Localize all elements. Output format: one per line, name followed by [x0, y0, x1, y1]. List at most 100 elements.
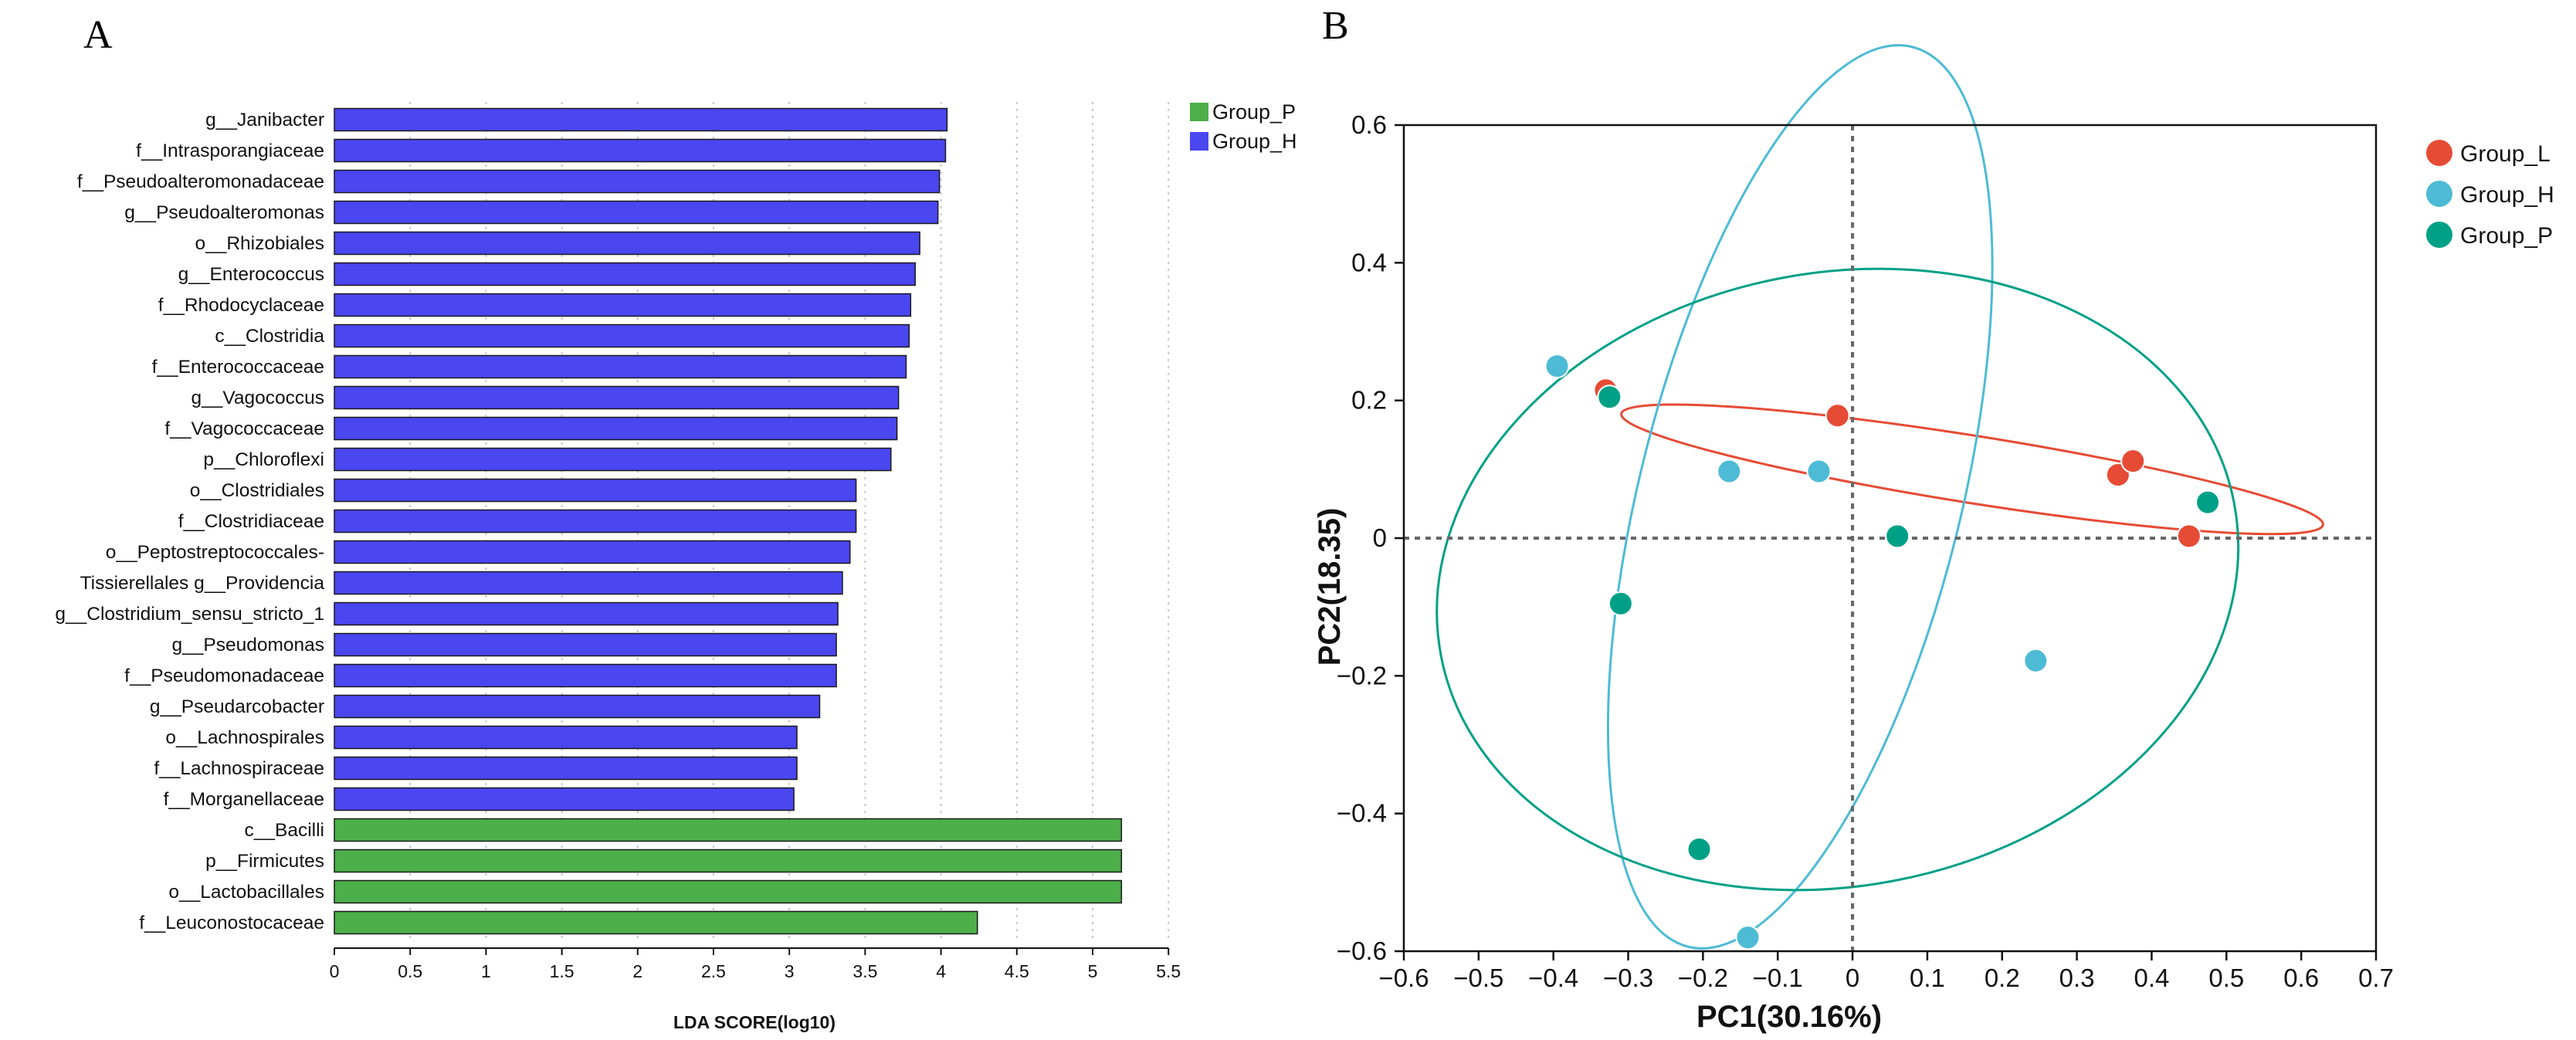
pca-point-group-l — [2176, 523, 2201, 549]
lefse-x-tick-label: 2.5 — [701, 961, 726, 981]
pca-point-group-h — [1717, 459, 1742, 484]
lefse-category-label: f__Rhodocyclaceae — [158, 295, 324, 316]
lefse-x-tick-label: 0 — [330, 961, 340, 981]
lefse-x-tick-label: 4 — [936, 961, 946, 981]
pca-reference-lines — [1404, 125, 2376, 951]
lefse-category-label: f__Clostridiaceae — [178, 511, 324, 532]
pca-legend[interactable]: Group_L Group_H Group_P — [2426, 140, 2554, 249]
pca-ellipses — [1435, 44, 2324, 950]
lefse-category-label: g__Clostridium_sensu_stricto_1 — [55, 604, 324, 625]
lefse-bar — [334, 169, 941, 194]
lefse-bar — [334, 849, 1123, 873]
pca-point-group-p — [1885, 523, 1910, 549]
pca-x-tick-label: 0.7 — [2358, 964, 2394, 992]
lefse-bar — [334, 540, 851, 564]
lefse-bar — [334, 632, 837, 657]
pca-x-axis-title: PC1(30.16%) — [1696, 1000, 1882, 1034]
lefse-x-tick-label: 5.5 — [1156, 961, 1181, 981]
lefse-bar — [334, 601, 839, 626]
lefse-category-label: f__Enterococcaceae — [152, 357, 324, 378]
lefse-category-label: g__Pseudomonas — [171, 635, 324, 656]
pca-y-tick-label: −0.6 — [1337, 937, 1387, 965]
pca-legend-marker — [2426, 181, 2452, 207]
pca-legend-marker — [2426, 222, 2452, 248]
lefse-x-tick-label: 3 — [785, 961, 795, 981]
lefse-category-label: f__Vagococcaceae — [164, 418, 324, 439]
lefse-bar — [334, 910, 978, 935]
pca-x-tick-label: −0.6 — [1378, 964, 1429, 992]
lefse-x-tick-label: 1.5 — [550, 961, 575, 981]
lefse-category-label: g__Janibacter — [205, 110, 324, 130]
pca-x-tick-label: −0.5 — [1453, 964, 1503, 992]
lefse-category-label: p__Chloroflexi — [203, 449, 324, 470]
lefse-legend-swatch — [1190, 103, 1208, 121]
lefse-category-label: g__Pseudoalteromonas — [124, 202, 324, 223]
lefse-category-label: f__Leuconostocaceae — [139, 913, 324, 933]
panel-b-letter: B — [1322, 4, 1349, 48]
pca-point-group-p — [1597, 384, 1622, 410]
pca-x-tick-label: −0.3 — [1603, 964, 1653, 992]
lefse-bar — [334, 725, 798, 750]
lefse-x-tick-label: 1 — [481, 961, 491, 981]
pca-x-tick-label: 0.5 — [2208, 964, 2244, 992]
lefse-category-label: o__Lactobacillales — [168, 882, 324, 903]
pca-legend-label: Group_L — [2460, 141, 2551, 167]
lefse-category-label: c__Bacilli — [245, 820, 325, 841]
pca-y-axis-title: PC2(18.35) — [1313, 508, 1347, 666]
lefse-x-axis-title: LDA SCORE(log10) — [673, 1012, 836, 1032]
pca-y-tick-label: −0.4 — [1337, 799, 1387, 828]
pca-point-group-p — [2195, 490, 2221, 515]
lefse-x-tick-label: 3.5 — [852, 961, 877, 981]
lefse-category-label: o__Clostridiales — [190, 480, 324, 501]
pca-y-tick-label: 0.4 — [1351, 248, 1387, 276]
lefse-category-label: f__Lachnospiraceae — [154, 758, 324, 779]
pca-x-tick-label: 0.3 — [2059, 964, 2095, 992]
lefse-x-tick-label: 4.5 — [1005, 961, 1029, 981]
pca-axes: −0.6 −0.5 −0.4 −0.3 −0.2 −0.1 0 0.1 0.2 0.3 0.4 0.5… — [1337, 110, 2394, 992]
lefse-bar — [334, 231, 920, 256]
lefse-bar — [334, 787, 795, 811]
lefse-x-tick-label: 0.5 — [398, 961, 422, 981]
pca-point-group-l — [1825, 403, 1850, 429]
lefse-category-label: c__Clostridia — [215, 326, 324, 347]
pca-point-group-h — [1806, 459, 1832, 484]
pca-point-group-h — [2023, 648, 2049, 673]
lefse-x-axis: 0 0.5 1 1.5 2 2.5 3 3.5 4 4.5 5 5.5 — [330, 947, 1181, 981]
lefse-bar — [334, 324, 910, 348]
pca-legend-label: Group_P — [2460, 223, 2553, 249]
pca-point-group-l — [2120, 449, 2146, 474]
lefse-bar — [334, 756, 798, 781]
lefse-category-label: f__Morganellaceae — [164, 789, 324, 810]
lefse-x-tick-label: 5 — [1088, 961, 1098, 981]
lefse-bar — [334, 694, 821, 719]
pca-points — [1544, 354, 2221, 950]
pca-ellipse-group-p — [1435, 267, 2240, 892]
lefse-category-label: p__Firmicutes — [205, 851, 324, 872]
lefse-category-label: o__Rhizobiales — [195, 233, 324, 254]
pca-y-tick-label: 0 — [1373, 523, 1387, 552]
lefse-category-label: Tissierellales g__Providencia — [80, 573, 325, 594]
lefse-category-label: g__Vagococcus — [191, 388, 324, 408]
pca-y-tick-label: −0.2 — [1337, 661, 1387, 689]
pca-legend-marker — [2426, 140, 2452, 166]
pca-x-tick-label: 0 — [1846, 964, 1859, 992]
lefse-category-label: f__Pseudomonadaceae — [124, 666, 324, 686]
pca-legend-label: Group_H — [2460, 182, 2554, 208]
pca-x-tick-label: 0.1 — [1910, 964, 1945, 992]
lefse-bar — [334, 818, 1123, 842]
lefse-bar — [334, 138, 947, 163]
lefse-bar — [334, 663, 837, 688]
pca-point-group-p — [1608, 591, 1633, 616]
lefse-bar — [334, 416, 898, 441]
lefse-legend-label: Group_H — [1212, 130, 1297, 153]
pca-ellipse-group-h — [1606, 44, 1994, 950]
lefse-bar — [334, 200, 939, 225]
lefse-bar — [334, 571, 843, 595]
lefse-legend[interactable]: Group_P Group_H — [1190, 100, 1297, 153]
lefse-bar — [334, 478, 857, 503]
lefse-legend-swatch — [1190, 132, 1208, 151]
lefse-category-label: g__Pseudarcobacter — [150, 696, 324, 717]
pca-scatter-plot: −0.6 −0.5 −0.4 −0.3 −0.2 −0.1 0 0.1 0.2 0.3 0.4 0.5… — [1313, 44, 2554, 1034]
pca-x-tick-label: 0.2 — [1985, 964, 2020, 992]
